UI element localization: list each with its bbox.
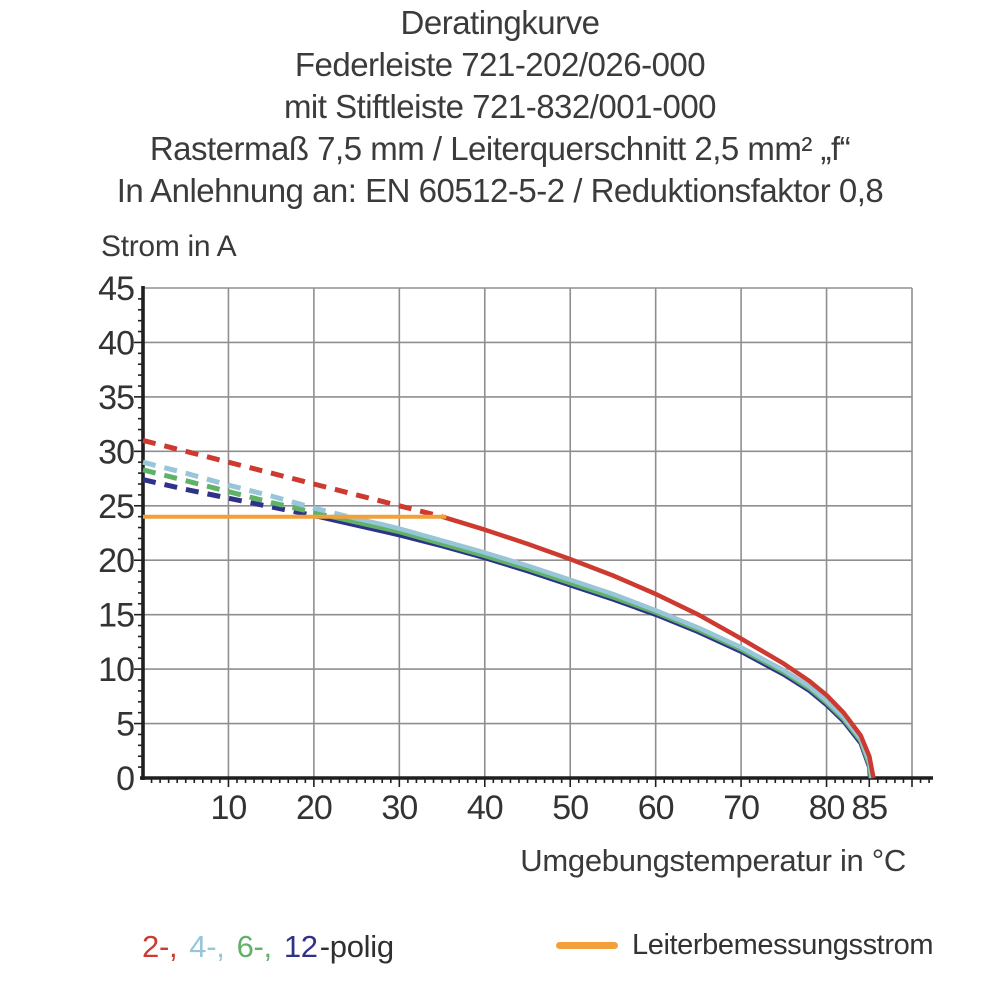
rated-current-line-swatch [556, 942, 618, 949]
4-polig-curve [347, 514, 875, 779]
legend-pole-6-label: 6-, [236, 929, 273, 964]
axes [140, 286, 933, 780]
x-axis-title: Umgebungstemperatur in °C [520, 843, 906, 878]
x-tick-label-40: 40 [467, 789, 503, 827]
legend-pole-4-label: 4-, [189, 929, 225, 964]
title-line-5: In Anlehnung an: EN 60512-5-2 / Reduktio… [116, 172, 884, 209]
legend-poles: 2-, 4-, 6-, 12-polig [142, 929, 394, 965]
y-axis-title: Strom in A [101, 230, 237, 263]
legend-pole-12-label: 12 [283, 929, 318, 964]
4-polig-curve-dashed [142, 459, 349, 520]
y-tick-label-5: 5 [116, 706, 134, 744]
x-tick-label-10: 10 [211, 789, 247, 827]
curves [142, 437, 876, 779]
y-tick-label-25: 25 [98, 488, 134, 526]
12-polig-curve [317, 514, 873, 779]
x-tick-label-50: 50 [552, 789, 588, 827]
x-tick-label-70: 70 [723, 789, 759, 827]
title-line-1: Deratingkurve [400, 4, 600, 41]
y-tick-label-35: 35 [98, 379, 134, 417]
rated-current-label: Leiterbemessungsstrom [632, 929, 934, 961]
tick-labels: 10 20 30 40 50 60 70 80 85 0 5 10 15 20 25 30 35 40 45 [98, 270, 888, 827]
x-tick-label-80: 80 [809, 789, 845, 827]
legend-pole-2-label: 2-, [142, 929, 178, 964]
y-tick-label-30: 30 [98, 433, 134, 471]
x-tick-label-20: 20 [296, 789, 332, 827]
legend-rated: Leiterbemessungsstrom [556, 929, 933, 962]
2-polig-curve-dashed [142, 437, 443, 520]
y-tick-label-40: 40 [98, 324, 134, 362]
chart-title-block: Deratingkurve Federleiste 721-202/026-00… [0, 2, 1000, 212]
y-tick-label-45: 45 [98, 270, 134, 308]
y-tick-label-15: 15 [98, 597, 134, 635]
6-polig-curve-dashed [142, 467, 332, 520]
x-tick-label-30: 30 [381, 789, 417, 827]
gridlines [143, 287, 913, 778]
y-tick-label-0: 0 [116, 760, 134, 798]
y-tick-label-20: 20 [98, 542, 134, 580]
legend-poles-suffix: -polig [319, 929, 394, 964]
y-tick-label-10: 10 [98, 651, 134, 689]
x-tick-label-60: 60 [638, 789, 674, 827]
axis-ticks [134, 298, 930, 787]
title-line-4: Rastermaß 7,5 mm / Leiterquerschnitt 2,5… [149, 130, 851, 167]
6-polig-curve [330, 514, 874, 779]
title-line-3: mit Stiftleiste 721-832/001-000 [283, 88, 717, 125]
title-line-2: Federleiste 721-202/026-000 [294, 46, 706, 83]
2-polig-curve [441, 514, 876, 779]
x-tick-label-85: 85 [851, 789, 887, 827]
